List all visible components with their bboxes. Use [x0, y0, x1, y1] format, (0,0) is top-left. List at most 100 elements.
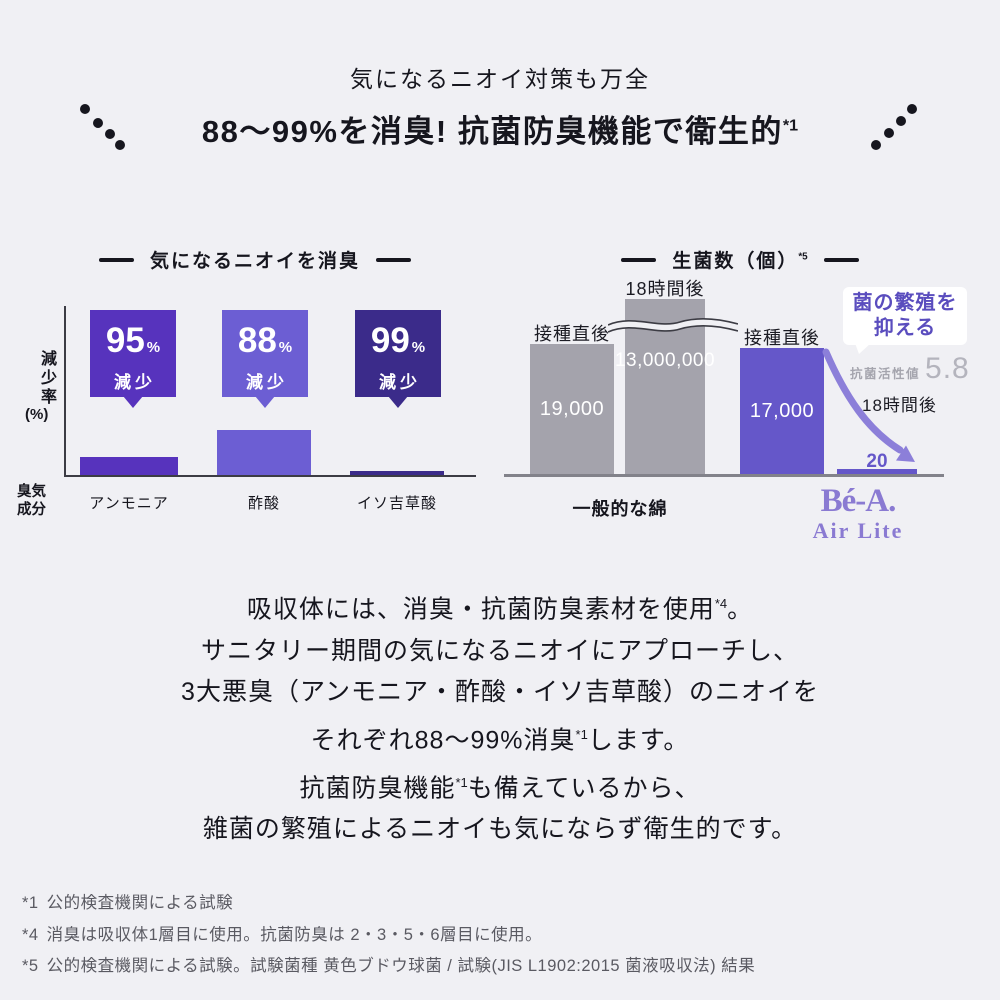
page-subtitle: 気になるニオイ対策も万全 [350, 66, 650, 92]
label-cotton-18h: 18時間後 [625, 279, 705, 299]
brand-logo-sub: Air Lite [812, 518, 904, 543]
callout-value-number: 88 [237, 321, 277, 360]
body-line-1-text: 吸収体には、消臭・抗菌防臭素材を使用 [246, 595, 715, 624]
callout-ammonia: 95% 減少 [90, 310, 176, 408]
callout-value-unit: % [146, 339, 161, 356]
body-line-2: サニタリー期間の気になるニオイにアプローチし、 [200, 636, 799, 665]
odor-chart-title-row: 気になるニオイを消臭 [20, 246, 490, 273]
title-dash-right [823, 257, 859, 262]
activity-label: 抗菌活性値 [850, 367, 921, 381]
body-line-5-text: 抗菌防臭機能 [299, 773, 456, 802]
category-isovaleric-acid: イソ吉草酸 [356, 495, 437, 512]
callout-value-unit: % [411, 339, 426, 356]
decrease-arrow-icon [822, 348, 915, 462]
bar-bea-initial [740, 348, 824, 474]
x-axis-line [64, 475, 476, 477]
value-bea-initial: 17,000 [749, 400, 815, 422]
callout-value-number: 99 [370, 321, 410, 360]
footnote-1-marker: *1 [22, 894, 39, 912]
bar-acetic-acid [217, 430, 311, 475]
footnote-4-marker: *4 [22, 925, 39, 944]
bacteria-chart-title-row: 生菌数（個）*5 [500, 246, 980, 273]
page-title-footnote-marker: *1 [782, 116, 799, 135]
footnote-1: *1 公的検査機関による試験 [22, 888, 978, 920]
bubble-line1: 菌の繁殖を [852, 292, 958, 314]
category-acetic-acid: 酢酸 [247, 495, 280, 512]
antibacterial-activity: 抗菌活性値 5.8 [850, 352, 970, 386]
bacteria-chart-title: 生菌数（個）*5 [672, 246, 807, 273]
callout-note: 減少 [114, 373, 156, 392]
page-title: 88〜99%を消臭! 抗菌防臭機能で衛生的*1 [0, 106, 1000, 151]
callout-value: 95% [90, 323, 176, 366]
footnote-4: *4 消臭は吸収体1層目に使用。抗菌防臭は 2・3・5・6層目に使用。 [22, 920, 978, 952]
callout-note: 減少 [379, 373, 421, 392]
value-cotton-18h: 13,000,000 [614, 350, 716, 371]
label-cotton-initial: 接種直後 [534, 324, 610, 344]
label-bea-18h: 18時間後 [862, 396, 937, 415]
bar-ammonia [80, 457, 178, 475]
callout-tail [123, 396, 143, 408]
footnote-marker-4: *4 [714, 596, 728, 611]
y-axis-unit: (%) [25, 406, 49, 423]
body-line-3: 3大悪臭（アンモニア・酢酸・イソ吉草酸）のニオイを [181, 678, 819, 707]
bubble-line2: 抑える [873, 317, 937, 339]
callout-note: 減少 [246, 373, 288, 392]
brand-logo-name: Bé-A. [820, 483, 897, 519]
footnote-1-text: 公的検査機関による試験 [46, 894, 234, 912]
callout-isovaleric-acid: 99% 減少 [355, 310, 441, 408]
bar-bea-18h [837, 469, 917, 474]
footnote-marker-1a: *1 [575, 726, 588, 742]
body-line-4: それぞれ88〜99%消臭*1します。 [0, 714, 1000, 762]
footnote-5-text: 公的検査機関による試験。試験菌種 黄色ブドウ球菌 / 試験(JIS L1902:… [46, 957, 756, 975]
callout-value-unit: % [278, 339, 293, 356]
axis-break-wave-icon [608, 317, 738, 333]
body-line-5: 抗菌防臭機能*1も備えているから、 [0, 762, 1000, 810]
sparkle-dots-right-icon [871, 104, 917, 150]
callout-value-number: 95 [105, 321, 145, 360]
bar-cotton-initial [530, 344, 614, 474]
bacteria-count-chart: 生菌数（個）*5 接種直後 19,000 18時間後 13,000,000 接種… [500, 240, 980, 560]
title-dash-right [376, 257, 411, 262]
activity-value: 5.8 [925, 352, 970, 385]
footnotes: *1 公的検査機関による試験 *4 消臭は吸収体1層目に使用。抗菌防臭は 2・3・5… [22, 888, 978, 983]
sparkle-dots-left-icon [80, 104, 125, 150]
callout-tail [255, 396, 275, 408]
body-copy: 吸収体には、消臭・抗菌防臭素材を使用*4。 サニタリー期間の気になるニオイにアプ… [0, 583, 1000, 851]
category-ammonia: アンモニア [89, 495, 169, 512]
y-axis-label: 減少率 [38, 350, 55, 407]
bubble-tail [855, 343, 871, 354]
callout-value: 88% [222, 323, 308, 366]
body-line-5-end: も備えているから、 [467, 773, 701, 802]
title-dash-left [98, 257, 134, 262]
x-axis-label-line2: 成分 [17, 502, 46, 518]
body-line-4-text: それぞれ88〜99%消臭 [310, 726, 576, 755]
x-axis-label-line1: 臭気 [17, 484, 46, 500]
odor-reduction-chart: 気になるニオイを消臭 減少率 (%) 臭気 成分 95% 減少 88% 減少 9… [17, 240, 490, 550]
brand-logo: Bé-A. Air Lite [788, 483, 928, 543]
title-dash-left [621, 257, 657, 262]
value-bea-18h: 20 [866, 451, 888, 472]
footnote-5: *5 公的検査機関による試験。試験菌種 黄色ブドウ球菌 / 試験(JIS L190… [22, 951, 978, 983]
x-axis-label: 臭気 成分 [17, 483, 46, 519]
label-bea-initial: 接種直後 [744, 328, 820, 348]
y-axis-line [64, 306, 66, 477]
bacteria-chart-title-text: 生菌数（個） [672, 251, 799, 272]
bar-isovaleric-acid [350, 471, 444, 475]
callout-tail [388, 396, 408, 408]
body-line-4-end: します。 [587, 726, 690, 755]
body-line-1: 吸収体には、消臭・抗菌防臭素材を使用*4。 [0, 583, 1000, 631]
baseline-axis [504, 474, 944, 477]
body-line-6: 雑菌の繁殖によるニオイも気にならず衛生的です。 [202, 815, 798, 844]
group-label-cotton: 一般的な綿 [572, 499, 668, 519]
value-cotton-initial: 19,000 [539, 398, 605, 420]
footnote-marker-1b: *1 [455, 774, 468, 790]
footnote-5-marker: *5 [22, 957, 39, 975]
body-line-1-end: 。 [727, 595, 754, 624]
bacteria-chart-footnote-marker: *5 [798, 251, 808, 263]
page-title-text: 88〜99%を消臭! 抗菌防臭機能で衛生的 [201, 114, 783, 149]
suppress-growth-bubble: 菌の繁殖を 抑える [843, 287, 967, 354]
odor-chart-title: 気になるニオイを消臭 [149, 251, 360, 272]
callout-value: 99% [355, 323, 441, 366]
callout-acetic-acid: 88% 減少 [222, 310, 308, 408]
